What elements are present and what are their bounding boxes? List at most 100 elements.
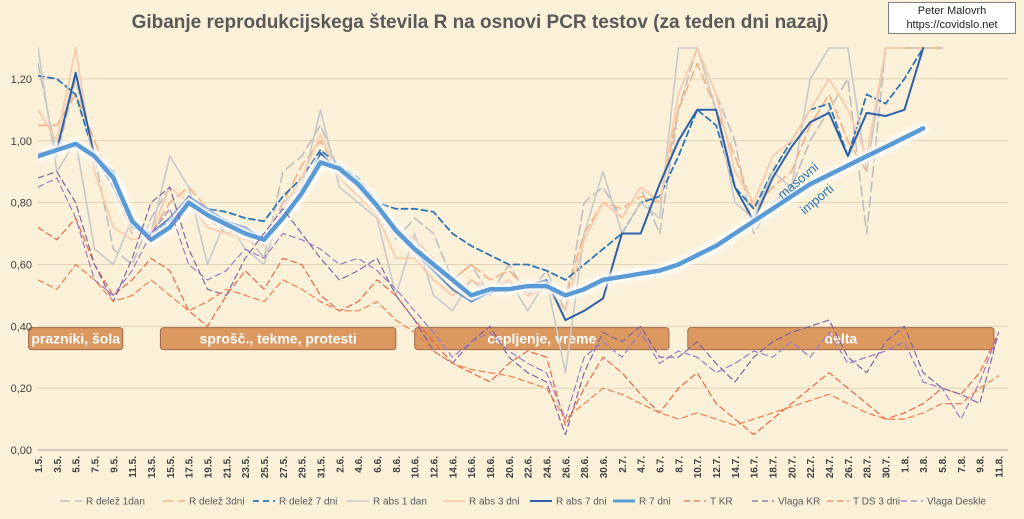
- x-tick-label: 3.5.: [53, 456, 64, 473]
- x-tick-label: 11.8.: [995, 456, 1006, 478]
- series-line: [38, 217, 1000, 436]
- series-line: [38, 47, 925, 281]
- x-tick-label: 20.6.: [505, 456, 516, 478]
- band-rect: [28, 327, 124, 351]
- x-tick-label: 7.5.: [91, 456, 102, 473]
- x-tick-label: 21.5.: [222, 456, 233, 478]
- band-0: prazniki, šola: [28, 327, 124, 351]
- x-tick-label: 25.5.: [260, 456, 271, 478]
- legend-label: Vlaga KR: [778, 497, 820, 508]
- series-7: [38, 217, 1000, 436]
- series-line: [38, 126, 926, 298]
- x-tick-label: 20.7.: [787, 456, 798, 478]
- legend-item-9: T DS 3 dni: [827, 497, 900, 508]
- series-6: [38, 123, 929, 301]
- credit-author: Peter Malovrh: [917, 5, 987, 17]
- band-3: delta: [687, 327, 995, 351]
- x-tick-label: 19.5.: [204, 456, 215, 478]
- x-tick-label: 13.5.: [147, 456, 158, 478]
- x-tick-label: 30.6.: [599, 456, 610, 478]
- x-tick-label: 18.7.: [769, 456, 780, 478]
- y-tick-label: 0,20: [11, 383, 32, 395]
- legend-label: T KR: [710, 497, 733, 508]
- series-lines: [38, 47, 1000, 436]
- legend-label: R abs 3 dni: [469, 497, 520, 508]
- x-tick-label: 26.7.: [844, 456, 855, 478]
- x-tick-label: 27.5.: [279, 456, 290, 478]
- legend-label: R delež 7 dni: [279, 497, 337, 508]
- x-tick-label: 7.8.: [957, 456, 968, 473]
- band-1: sprošč., tekme, protesti: [159, 327, 397, 351]
- x-tick-label: 16.7.: [750, 456, 761, 478]
- chart-title: Gibanje reprodukcijskega števila R na os…: [132, 12, 829, 33]
- legend: R delež 1dan R delež 3dni R delež 7 dni R a…: [60, 497, 986, 508]
- y-tick-label: 0,80: [11, 198, 32, 210]
- x-tick-label: 3.8.: [919, 456, 930, 473]
- x-tick-label: 9.8.: [976, 456, 987, 473]
- period-bands: prazniki, šola sprošč., tekme, protesti ce…: [28, 327, 995, 351]
- x-tick-label: 15.5.: [166, 456, 177, 478]
- band-label: sprošč., tekme, protesti: [200, 331, 357, 347]
- legend-label: R 7 dni: [639, 497, 671, 508]
- x-tick-label: 9.5.: [109, 456, 120, 473]
- legend-label: R abs 1 dan: [373, 497, 427, 508]
- x-tick-label: 31.5.: [317, 456, 328, 478]
- x-tick-label: 29.5.: [298, 456, 309, 478]
- series-line: [38, 171, 1000, 436]
- legend-label: Vlaga Deskle: [927, 497, 986, 508]
- series-8: [38, 171, 1000, 436]
- legend-item-1: R delež 3dni: [163, 497, 245, 508]
- x-tick-label: 8.6.: [392, 456, 403, 473]
- x-tick-label: 2.6.: [335, 456, 346, 473]
- y-tick-label: 0,40: [11, 321, 32, 333]
- legend-item-8: Vlaga KR: [752, 497, 820, 508]
- series-2: [38, 47, 925, 281]
- x-tick-label: 12.7.: [712, 456, 723, 478]
- series-line: [38, 263, 1000, 426]
- y-tick-label: 0,00: [11, 445, 32, 457]
- band-label: cepljenje, vreme: [487, 331, 596, 347]
- x-tick-label: 30.7.: [882, 456, 893, 478]
- x-tick-label: 4.6.: [354, 456, 365, 473]
- y-tick-label: 0,60: [11, 259, 32, 271]
- x-tick-label: 24.6.: [543, 456, 554, 478]
- x-tick-label: 23.5.: [241, 456, 252, 478]
- x-tick-label: 14.7.: [731, 456, 742, 478]
- x-tick-label: 1.8.: [900, 456, 911, 473]
- series-line: [38, 177, 1000, 420]
- x-tick-label: 10.7.: [693, 456, 704, 478]
- series-line: [38, 47, 906, 312]
- credit-box: Peter Malovrh https://covidslo.net: [888, 2, 1016, 34]
- x-tick-label: 8.7.: [674, 456, 685, 473]
- x-tick-label: 18.6.: [486, 456, 497, 478]
- legend-item-3: R abs 1 dan: [347, 497, 427, 508]
- legend-item-0: R delež 1dan: [60, 497, 145, 508]
- band-label: delta: [825, 331, 858, 347]
- legend-item-10: Vlaga Deskle: [901, 497, 986, 508]
- x-tick-label: 10.6.: [411, 456, 422, 478]
- x-tick-label: 22.6.: [524, 456, 535, 478]
- x-tick-label: 5.8.: [938, 456, 949, 473]
- y-axis: 0,00 0,20 0,40 0,60 0,80 1,00 1,20: [11, 74, 32, 457]
- band-rect: [159, 327, 397, 351]
- series-10: [38, 177, 1000, 420]
- legend-label: R abs 7 dni: [556, 497, 607, 508]
- legend-label: R delež 3dni: [189, 497, 245, 508]
- x-tick-label: 5.5.: [72, 456, 83, 473]
- y-tick-label: 1,00: [11, 136, 32, 148]
- x-tick-label: 14.6.: [448, 456, 459, 478]
- x-tick-label: 24.7.: [825, 456, 836, 478]
- x-tick-label: 22.7.: [806, 456, 817, 478]
- legend-label: T DS 3 dni: [853, 497, 900, 508]
- x-tick-label: 12.6.: [430, 456, 441, 478]
- legend-item-2: R delež 7 dni: [253, 497, 337, 508]
- legend-item-4: R abs 3 dni: [443, 497, 520, 508]
- legend-item-5: R abs 7 dni: [530, 497, 607, 508]
- legend-label: R delež 1dan: [86, 497, 145, 508]
- legend-item-6: R 7 dni: [613, 497, 671, 508]
- x-tick-label: 6.6.: [373, 456, 384, 473]
- x-tick-label: 2.7.: [618, 456, 629, 473]
- x-tick-label: 26.6.: [561, 456, 572, 478]
- x-tick-label: 28.7.: [863, 456, 874, 478]
